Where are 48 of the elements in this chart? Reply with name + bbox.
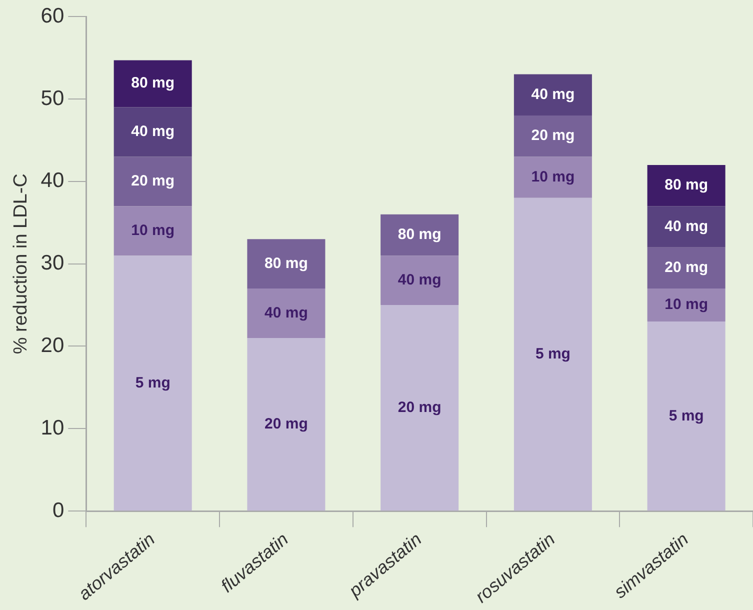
bar	[114, 256, 192, 511]
y-tick-label: 10	[40, 416, 64, 440]
bar	[514, 115, 592, 157]
bar	[114, 156, 192, 206]
bar	[247, 288, 326, 338]
bar	[114, 206, 192, 256]
annotation: 5 mg	[135, 374, 170, 392]
y-tick-label: 40	[40, 169, 64, 192]
annotation: 10 mg	[531, 168, 575, 186]
annotation: 20 mg	[531, 127, 575, 144]
y-tick-label: 60	[40, 4, 64, 28]
annotation: 10 mg	[664, 296, 708, 314]
y-tick-label: 30	[40, 252, 64, 275]
y-axis-title: % reduction in LDL-C	[10, 174, 32, 354]
annotation: 40 mg	[398, 271, 442, 288]
annotation: 40 mg	[264, 304, 308, 322]
bar	[380, 214, 459, 256]
annotation: 40 mg	[531, 86, 575, 104]
annotation: 80 mg	[664, 176, 708, 194]
bar	[514, 198, 592, 511]
bar	[647, 288, 726, 322]
bar	[647, 206, 726, 248]
bar	[247, 239, 326, 289]
annotation: 80 mg	[398, 226, 442, 244]
bar	[114, 107, 192, 157]
annotation: 10 mg	[131, 222, 175, 240]
bar	[647, 164, 726, 206]
annotation: 20 mg	[398, 399, 442, 416]
annotation: 20 mg	[264, 416, 308, 433]
annotation: 20 mg	[664, 259, 708, 276]
bar	[514, 156, 592, 198]
bar	[247, 338, 326, 511]
bar	[380, 305, 459, 511]
annotation: 80 mg	[264, 254, 308, 272]
bar	[380, 256, 459, 306]
annotation: 40 mg	[664, 218, 708, 235]
y-tick-label: 20	[40, 334, 64, 358]
y-tick-label: 50	[40, 86, 64, 110]
annotation: 5 mg	[668, 407, 704, 424]
bar	[514, 74, 592, 116]
bar	[114, 60, 192, 108]
annotation: 40 mg	[131, 123, 175, 140]
annotation: 20 mg	[131, 172, 175, 190]
annotation: 5 mg	[535, 346, 570, 363]
annotation: 80 mg	[131, 74, 175, 92]
bar	[647, 322, 726, 511]
y-tick-label: 0	[52, 498, 64, 522]
bar	[647, 247, 726, 289]
